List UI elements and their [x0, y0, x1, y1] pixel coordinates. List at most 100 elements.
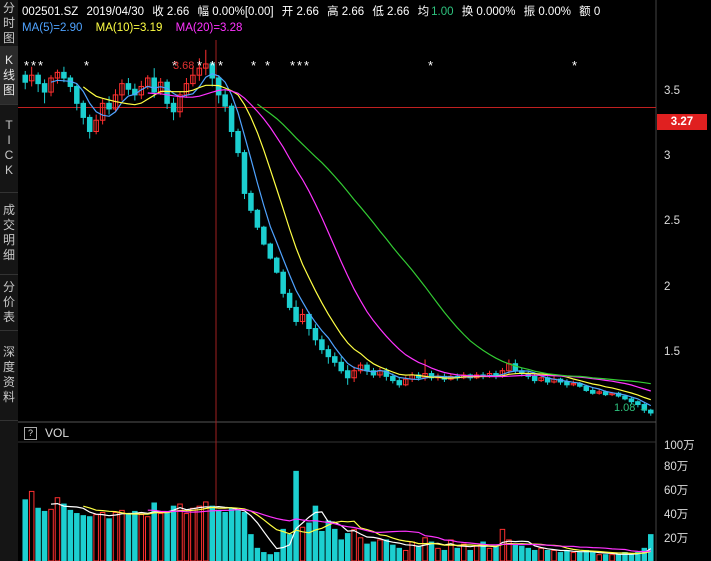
tab-5[interactable]: 深度资料: [0, 330, 18, 421]
event-star-icon[interactable]: *: [210, 58, 216, 73]
ma20-legend: MA(20)=3.28: [175, 22, 243, 34]
volume-bar: [312, 505, 319, 561]
candle-body: [622, 395, 628, 400]
event-star-icon[interactable]: *: [265, 58, 271, 73]
date: 2019/04/30: [86, 6, 145, 18]
volume-bar: [641, 547, 648, 561]
high-marker: 3.68: [173, 60, 195, 72]
volume-bar: [54, 497, 61, 561]
candle-body: [602, 391, 609, 396]
volume-bar: [544, 549, 551, 561]
volume-bar: [267, 554, 274, 561]
ma20-line: [147, 89, 651, 392]
candle-body: [338, 361, 344, 372]
event-star-icon[interactable]: *: [572, 58, 578, 73]
volume-bar: [170, 505, 177, 561]
event-star-icon[interactable]: *: [290, 58, 296, 73]
volume-bar: [22, 499, 28, 561]
event-star-icon[interactable]: *: [428, 58, 434, 73]
candle-body: [254, 209, 261, 228]
price-tick-2: 2: [664, 281, 671, 293]
volume-bar: [493, 545, 499, 561]
avg-value: 1.00: [431, 6, 454, 18]
volume-bar: [144, 516, 151, 561]
volume-bar: [132, 510, 138, 561]
help-icon[interactable]: ?: [24, 426, 37, 440]
event-star-icon[interactable]: *: [304, 58, 310, 73]
symbol: 002501.SZ: [22, 6, 79, 18]
event-star-icon[interactable]: *: [251, 58, 257, 73]
vol-tick-60: 60万: [664, 485, 689, 497]
event-star-icon[interactable]: *: [24, 58, 30, 73]
event-star-icon[interactable]: *: [297, 58, 303, 73]
current-price-badge: 3.27: [657, 114, 707, 130]
candle-body: [589, 389, 596, 394]
price-tick-2.5: 2.5: [664, 215, 680, 227]
tab-3[interactable]: 成交明细: [0, 192, 18, 275]
candle-body: [86, 116, 93, 132]
tab-0[interactable]: 分时图: [0, 0, 18, 47]
volume-bar: [467, 549, 473, 561]
vol-ma20-line: [147, 509, 651, 553]
volume-bar: [196, 505, 203, 561]
event-star-icon[interactable]: *: [31, 58, 37, 73]
volume-bar: [596, 554, 602, 561]
candle-body: [228, 105, 235, 132]
volume-bar: [519, 545, 525, 561]
change-value: 幅 0.00%[0.00]: [197, 6, 274, 18]
ma5-line: [50, 73, 652, 407]
candle-body: [312, 328, 319, 341]
event-star-icon[interactable]: *: [218, 58, 224, 73]
volume-bar: [357, 537, 364, 561]
volume-bar: [325, 520, 332, 561]
candle-body: [177, 94, 183, 113]
event-star-icon[interactable]: *: [197, 58, 203, 73]
volume-bar: [228, 507, 235, 561]
ma-legend: MA(5)=2.90 MA(10)=3.19 MA(20)=3.28: [22, 22, 252, 34]
event-star-icon[interactable]: *: [38, 58, 44, 73]
candle-body: [261, 226, 267, 245]
candle-body: [570, 382, 577, 386]
volume-bar: [383, 539, 390, 561]
candle-body: [151, 77, 157, 93]
volume-bar: [602, 554, 609, 561]
candle-body: [235, 130, 241, 154]
turnover-value: 换 0.000%: [461, 6, 516, 18]
volume-bar: [525, 547, 532, 561]
vol-ma5-line: [50, 502, 652, 555]
candle-body: [28, 74, 35, 82]
volume-bar: [415, 545, 422, 561]
volume-bar: [157, 513, 164, 561]
volume-bar: [473, 545, 480, 561]
volume-bar: [138, 514, 145, 561]
volume-bar: [48, 508, 54, 561]
candle-body: [273, 257, 280, 273]
vol-tick-100: 100万: [664, 440, 695, 452]
vol-tick-20: 20万: [664, 533, 689, 545]
candle-body: [164, 81, 170, 104]
volume-bar: [61, 503, 67, 561]
volume-bar: [93, 514, 99, 561]
volume-bar: [577, 552, 583, 561]
event-star-icon[interactable]: *: [172, 58, 178, 73]
volume-bar: [338, 539, 344, 561]
ma10-legend: MA(10)=3.19: [95, 22, 163, 34]
price-tick-3: 3: [664, 150, 671, 162]
volume-bar: [344, 533, 351, 561]
candle-body: [564, 381, 570, 386]
low-marker-value: 1.08: [614, 402, 636, 414]
open-value: 开 2.66: [281, 6, 319, 18]
candle-body: [286, 292, 293, 308]
candle-body: [119, 83, 125, 96]
volume-bar: [364, 543, 370, 561]
tab-4[interactable]: 分价表: [0, 274, 18, 331]
volume-bar: [448, 539, 454, 561]
volume-bar: [203, 501, 209, 561]
candle-body: [293, 306, 299, 322]
candle-body: [35, 74, 41, 85]
volume-bar: [106, 518, 112, 561]
event-star-icon[interactable]: *: [84, 58, 90, 73]
